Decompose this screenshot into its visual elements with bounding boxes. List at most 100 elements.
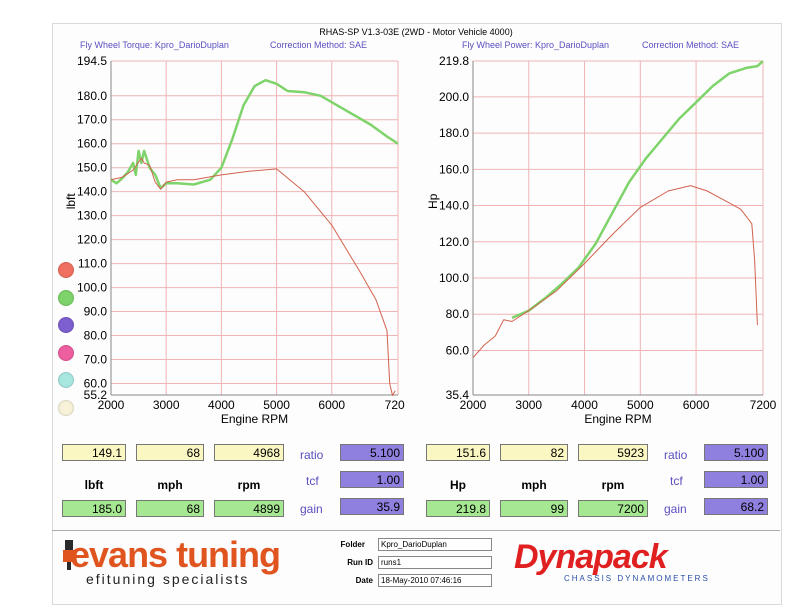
power-xtick-label: 5000 bbox=[627, 398, 654, 412]
power-ytick-label: 219.8 bbox=[439, 54, 469, 68]
power-xtick-label: 3000 bbox=[515, 398, 542, 412]
torque-ytick-label: 55.2 bbox=[84, 388, 108, 402]
torque-ytick-label: 120.0 bbox=[77, 233, 107, 247]
torque-ytick-label: 194.5 bbox=[77, 54, 107, 68]
power-ytick-label: 200.0 bbox=[439, 90, 469, 104]
torque-ytick-label: 160.0 bbox=[77, 137, 107, 151]
rpm-label: rpm bbox=[237, 478, 261, 492]
legend-dot bbox=[58, 399, 74, 416]
folder-value: Kpro_DarioDuplan bbox=[378, 538, 492, 551]
power-ytick-label: 60.0 bbox=[446, 343, 470, 357]
tcf-value: 1.00 bbox=[340, 471, 404, 488]
power-ytick-label: 100.0 bbox=[439, 271, 469, 285]
torque-y-axis-label: lbft bbox=[64, 193, 78, 210]
tcf-value-r: 1.00 bbox=[704, 471, 768, 488]
rpm-value-r2: 7200 bbox=[578, 500, 648, 517]
torque-ytick-label: 180.0 bbox=[77, 89, 107, 103]
legend-dots-left bbox=[58, 262, 74, 427]
ratio-label-r: ratio bbox=[664, 448, 688, 462]
mph-value-1: 68 bbox=[136, 444, 204, 461]
rpm-value-1: 4968 bbox=[214, 444, 284, 461]
rpm-value-r1: 5923 bbox=[578, 444, 648, 461]
dynapack-tagline: CHASSIS DYNAMOMETERS bbox=[564, 574, 710, 583]
footer bbox=[52, 530, 780, 601]
power-series-line-red bbox=[472, 185, 758, 359]
tcf-label: tcf bbox=[306, 474, 319, 488]
torque-ytick-label: 110.0 bbox=[78, 257, 107, 271]
torque-ytick-label: 130.0 bbox=[77, 209, 107, 223]
torque-ytick-label: 60.0 bbox=[84, 376, 108, 390]
power-ytick-label: 180.0 bbox=[439, 126, 469, 140]
torque-subtitle: Fly Wheel Torque: Kpro_DarioDuplan bbox=[80, 40, 229, 50]
lbft-label: lbft bbox=[84, 478, 104, 492]
torque-correction: Correction Method: SAE bbox=[270, 40, 368, 50]
hp-label: Hp bbox=[450, 478, 466, 492]
gain-label: gain bbox=[300, 502, 323, 516]
torque-x-axis-label: Engine RPM bbox=[221, 412, 288, 426]
date-value: 18-May-2010 07:46:16 bbox=[378, 574, 492, 587]
power-xtick-label: 6000 bbox=[683, 398, 710, 412]
power-y-axis-label: Hp bbox=[426, 193, 440, 209]
folder-label: Folder bbox=[340, 540, 365, 549]
torque-readout-panel: 149.1 68 4968 lbft mph rpm 185.0 68 4899… bbox=[58, 440, 406, 524]
legend-dot bbox=[58, 372, 74, 388]
torque-xtick-label: 7200 bbox=[385, 398, 405, 412]
torque-xtick-label: 5000 bbox=[263, 398, 290, 412]
tcf-label-r: tcf bbox=[670, 474, 683, 488]
torque-xtick-label: 2000 bbox=[98, 398, 125, 412]
gain-value: 35.9 bbox=[340, 498, 404, 515]
power-x-axis-label: Engine RPM bbox=[584, 412, 651, 426]
torque-chart: 2000 3000 4000 5000 6000 7200 194.5 180.0 170.0 1… bbox=[64, 54, 405, 426]
legend-dot bbox=[58, 317, 74, 333]
power-correction: Correction Method: SAE bbox=[642, 40, 740, 50]
sheet-title: RHAS-SP V1.3-03E (2WD - Motor Vehicle 40… bbox=[319, 27, 513, 37]
mph-value-r2: 99 bbox=[500, 500, 568, 517]
power-subtitle: Fly Wheel Power: Kpro_DarioDuplan bbox=[462, 40, 610, 50]
dynapack-logo: Dynapack bbox=[514, 538, 668, 576]
run-id-value: runs1 bbox=[378, 556, 492, 569]
power-series-line-green bbox=[511, 60, 764, 319]
power-ytick-label: 120.0 bbox=[439, 235, 469, 249]
ratio-value-r: 5.100 bbox=[704, 444, 768, 461]
power-xtick-label: 2000 bbox=[460, 398, 487, 412]
mph-value-r1: 82 bbox=[500, 444, 568, 461]
spark-plug-icon bbox=[60, 540, 78, 570]
date-label: Date bbox=[355, 576, 373, 585]
torque-xtick-label: 4000 bbox=[208, 398, 235, 412]
power-xtick-label: 7200 bbox=[750, 398, 777, 412]
legend-dot bbox=[58, 344, 74, 361]
legend-dot bbox=[58, 262, 74, 278]
ratio-value: 5.100 bbox=[340, 444, 404, 461]
legend-dot bbox=[58, 289, 74, 306]
torque-series-line-red bbox=[110, 157, 396, 396]
power-ytick-label: 35.4 bbox=[446, 388, 470, 402]
rpm-label-r: rpm bbox=[601, 478, 625, 492]
mph-label: mph bbox=[157, 478, 183, 492]
torque-series-line-green bbox=[110, 78, 399, 190]
torque-ytick-label: 100.0 bbox=[77, 281, 107, 295]
power-xtick-label: 4000 bbox=[571, 398, 598, 412]
torque-xtick-label: 3000 bbox=[153, 398, 180, 412]
mph-value-2: 68 bbox=[136, 500, 204, 517]
torque-ytick-label: 150.0 bbox=[77, 161, 107, 175]
torque-xtick-label: 6000 bbox=[318, 398, 345, 412]
hp-value-1: 151.6 bbox=[426, 444, 490, 461]
power-ytick-label: 140.0 bbox=[439, 199, 469, 213]
torque-ytick-label: 70.0 bbox=[84, 353, 108, 367]
power-chart: 2000 3000 4000 5000 6000 7200 219.8 200.0 180.0 1… bbox=[426, 54, 777, 426]
logo-tagline: efituning specialists bbox=[86, 571, 250, 587]
run-id-label: Run ID bbox=[347, 558, 373, 567]
ratio-label: ratio bbox=[300, 448, 324, 462]
torque-value-2: 185.0 bbox=[62, 500, 126, 517]
torque-ytick-label: 90.0 bbox=[84, 305, 108, 319]
gain-label-r: gain bbox=[664, 502, 687, 516]
torque-ytick-label: 140.0 bbox=[77, 185, 107, 199]
torque-ytick-label: 80.0 bbox=[84, 329, 108, 343]
mph-label-r: mph bbox=[521, 478, 547, 492]
torque-value-1: 149.1 bbox=[62, 444, 126, 461]
power-readout-panel: 151.6 82 5923 Hp mph rpm 219.8 99 7200 r… bbox=[422, 440, 770, 524]
hp-value-2: 219.8 bbox=[426, 500, 490, 517]
torque-ytick-label: 170.0 bbox=[77, 113, 107, 127]
rpm-value-2: 4899 bbox=[214, 500, 284, 517]
power-ytick-label: 80.0 bbox=[446, 307, 470, 321]
